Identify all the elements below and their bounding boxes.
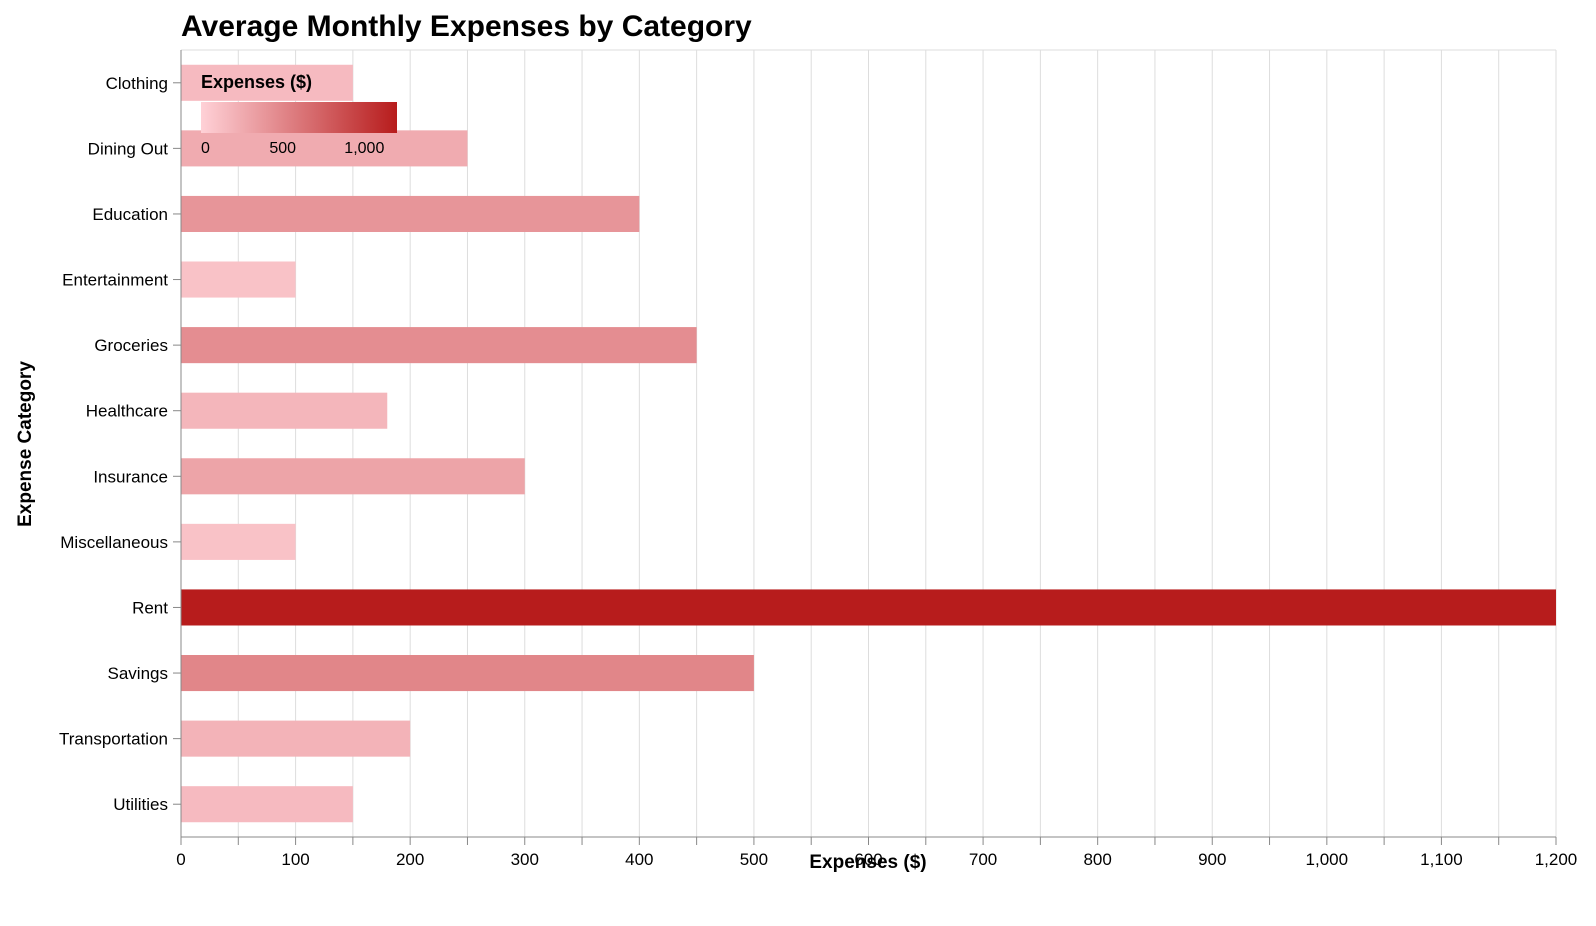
- bar-rent[interactable]: [181, 589, 1556, 626]
- y-tick-label: Rent: [132, 598, 168, 617]
- y-tick-label: Miscellaneous: [60, 533, 168, 552]
- y-tick-label: Groceries: [94, 336, 168, 355]
- legend-title: Expenses ($): [201, 72, 312, 92]
- grid: [181, 49, 1557, 837]
- x-tick-label: 1,200: [1535, 850, 1578, 869]
- legend-tick-label: 1,000: [344, 140, 384, 157]
- x-tick-label: 900: [1198, 850, 1226, 869]
- x-tick-label: 800: [1083, 850, 1111, 869]
- x-tick-label: 700: [969, 850, 997, 869]
- x-tick-label: 500: [740, 850, 768, 869]
- bar-insurance[interactable]: [181, 458, 525, 495]
- bar-transportation[interactable]: [181, 720, 411, 757]
- bar-groceries[interactable]: [181, 327, 697, 364]
- x-tick-label: 600: [854, 850, 882, 869]
- bar-savings[interactable]: [181, 655, 754, 692]
- y-tick-label: Utilities: [113, 795, 168, 814]
- bar-clothing[interactable]: [181, 64, 353, 101]
- bar-entertainment[interactable]: [181, 261, 296, 298]
- bar-dining-out[interactable]: [181, 130, 468, 167]
- x-tick-label: 1,100: [1420, 850, 1463, 869]
- y-tick-label: Savings: [108, 664, 168, 683]
- legend-tick-label: 0: [201, 140, 210, 157]
- x-tick-label: 1,000: [1306, 850, 1349, 869]
- x-tick-label: 0: [176, 850, 185, 869]
- y-axis-title: Expense Category: [15, 361, 36, 527]
- bar-miscellaneous[interactable]: [181, 523, 296, 560]
- y-tick-label: Insurance: [93, 467, 168, 486]
- y-tick-label: Transportation: [59, 730, 168, 749]
- bar-healthcare[interactable]: [181, 392, 388, 429]
- x-tick-label: 300: [511, 850, 539, 869]
- bars: [181, 64, 1556, 823]
- x-tick-label: 400: [625, 850, 653, 869]
- legend-gradient-bar: [201, 102, 397, 133]
- color-legend: Expenses ($) 0 500 1,000: [201, 72, 397, 157]
- bar-education[interactable]: [181, 195, 640, 232]
- legend-ticks: 0 500 1,000: [201, 140, 384, 157]
- bar-utilities[interactable]: [181, 786, 353, 823]
- y-tick-label: Dining Out: [88, 139, 169, 158]
- x-tick-label: 100: [281, 850, 309, 869]
- x-axis-ticks: 0 100 200 300 400 500 600 700 800 900 1,000 1,100 1,…: [176, 837, 1577, 869]
- x-tick-label: 200: [396, 850, 424, 869]
- y-axis-ticks: Clothing Dining Out Education Entertainment…: [59, 74, 181, 814]
- y-tick-label: Healthcare: [86, 402, 168, 421]
- y-tick-label: Clothing: [106, 74, 168, 93]
- legend-tick-label: 500: [269, 140, 296, 157]
- x-axis-title: Expenses ($): [809, 852, 926, 873]
- y-tick-label: Entertainment: [62, 271, 168, 290]
- y-tick-label: Education: [92, 205, 168, 224]
- chart-title: Average Monthly Expenses by Category: [181, 10, 752, 43]
